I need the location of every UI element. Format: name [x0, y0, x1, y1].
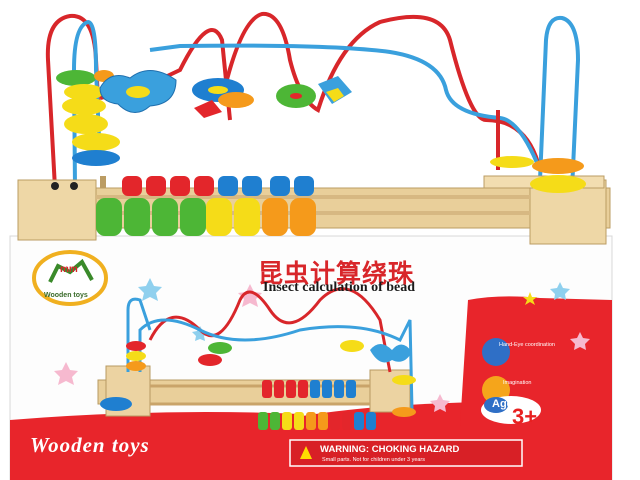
wooden-bead-maze-toy [17, 11, 611, 245]
age-label: Age [492, 398, 513, 410]
butterfly-bead [99, 70, 177, 113]
box-toy-illustration [97, 287, 416, 430]
box-bead-row-top [262, 380, 356, 398]
age-value: 3+ [512, 404, 538, 429]
brand-logo: mm [32, 250, 108, 306]
product-title-english: Insect calculation of bead [263, 280, 416, 295]
box-bead-row-bottom [258, 412, 376, 430]
svg-text:mm: mm [60, 264, 78, 275]
choking-hazard-warning: WARNING: CHOKING HAZARD [320, 444, 460, 455]
abacus-bottom-row [96, 198, 316, 236]
feature-hand-eye: Hand-Eye coordination [499, 342, 555, 348]
left-bead-stack [56, 70, 120, 166]
brand-logo-label: Wooden toys [44, 292, 88, 299]
abacus-top-row [122, 176, 314, 196]
warning-detail: Small parts. Not for children under 3 ye… [322, 457, 426, 463]
toy-box: mm [9, 235, 613, 480]
product-title-chinese: 昆虫计算绕珠 [258, 259, 415, 288]
feature-imagination: Imagination [503, 380, 532, 386]
wooden-toys-label: Wooden toys [30, 433, 150, 457]
